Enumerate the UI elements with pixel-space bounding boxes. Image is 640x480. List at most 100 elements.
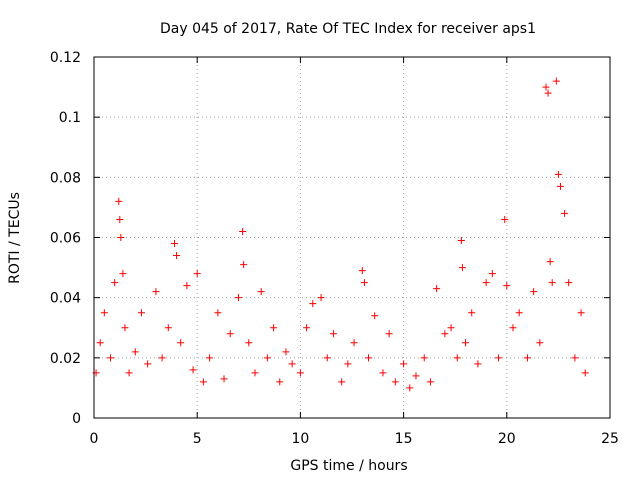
data-point [206, 354, 214, 362]
data-point [131, 348, 139, 356]
data-point [509, 324, 517, 332]
data-point [338, 378, 346, 386]
data-point [121, 324, 129, 332]
data-point [371, 312, 379, 320]
data-point [554, 170, 562, 178]
data-point [503, 282, 511, 290]
data-point [488, 270, 496, 278]
data-point [542, 83, 550, 91]
x-tick-label: 10 [291, 431, 309, 447]
data-point [571, 354, 579, 362]
data-point [282, 348, 290, 356]
data-point [565, 279, 573, 287]
data-point [137, 309, 145, 317]
data-point [303, 324, 311, 332]
data-point [400, 360, 408, 368]
y-tick-label: 0.12 [50, 50, 81, 66]
data-point [365, 354, 373, 362]
data-point [577, 309, 585, 317]
data-point [385, 330, 393, 338]
y-tick-label: 0.1 [59, 110, 81, 126]
data-point [323, 354, 331, 362]
x-tick-label: 5 [193, 431, 202, 447]
grid [94, 57, 610, 418]
data-point [441, 330, 449, 338]
y-tick-label: 0 [72, 411, 81, 427]
data-point [329, 330, 337, 338]
data-point [214, 309, 222, 317]
data-point [447, 324, 455, 332]
data-point [152, 288, 160, 296]
data-point [495, 354, 503, 362]
y-tick-label: 0.08 [50, 170, 81, 186]
data-point [245, 339, 253, 347]
data-point [556, 182, 564, 190]
data-point [515, 309, 523, 317]
x-tick-label: 25 [601, 431, 619, 447]
data-point [125, 369, 133, 377]
data-point [581, 369, 589, 377]
data-point [193, 270, 201, 278]
data-point [546, 258, 554, 266]
data-point [420, 354, 428, 362]
data-point [276, 378, 284, 386]
data-point [482, 279, 490, 287]
data-point [379, 369, 387, 377]
y-tick-label: 0.02 [50, 351, 81, 367]
y-tick-label: 0.06 [50, 231, 81, 247]
data-point [117, 234, 125, 241]
y-tick-label: 0.04 [50, 291, 81, 307]
data-point [107, 354, 115, 362]
chart-title: Day 045 of 2017, Rate Of TEC Index for r… [160, 21, 536, 37]
data-point [358, 267, 366, 275]
data-point [536, 339, 544, 347]
data-point [458, 264, 466, 272]
data-point [220, 375, 228, 383]
data-point [468, 309, 476, 317]
data-point [239, 227, 247, 235]
data-point [552, 77, 560, 85]
data-point [226, 330, 234, 338]
data-point [240, 261, 248, 269]
data-point [309, 300, 317, 308]
data-point [548, 279, 556, 287]
data-point [158, 354, 166, 362]
data-point [270, 324, 278, 332]
data-point [177, 339, 185, 347]
data-point [251, 369, 259, 377]
data-point [317, 294, 325, 302]
data-point [406, 384, 414, 392]
data-point [119, 270, 127, 278]
data-point [116, 215, 124, 223]
data-point [234, 294, 242, 302]
x-tick-label: 15 [395, 431, 413, 447]
data-point [296, 369, 304, 377]
data-point [530, 288, 538, 296]
data-point [453, 354, 461, 362]
data-point [100, 309, 108, 317]
data-point [433, 285, 441, 293]
data-point [115, 197, 123, 205]
x-axis-label: GPS time / hours [290, 458, 407, 474]
data-point [257, 288, 265, 296]
data-point [96, 339, 104, 347]
y-axis-label: ROTI / TECUs [7, 192, 23, 284]
data-point [263, 354, 271, 362]
data-point [164, 324, 172, 332]
data-point [144, 360, 152, 368]
data-point [523, 354, 531, 362]
data-point [344, 360, 352, 368]
data-point [462, 339, 470, 347]
data-point [350, 339, 358, 347]
data-point [111, 279, 119, 287]
data-point [561, 209, 569, 217]
x-tick-label: 0 [90, 431, 99, 447]
data-point [183, 282, 191, 290]
data-points [92, 77, 589, 392]
data-point [189, 366, 197, 374]
data-point [391, 378, 399, 386]
data-point [173, 252, 181, 260]
data-point [474, 360, 482, 368]
plot-frame [93, 56, 611, 419]
